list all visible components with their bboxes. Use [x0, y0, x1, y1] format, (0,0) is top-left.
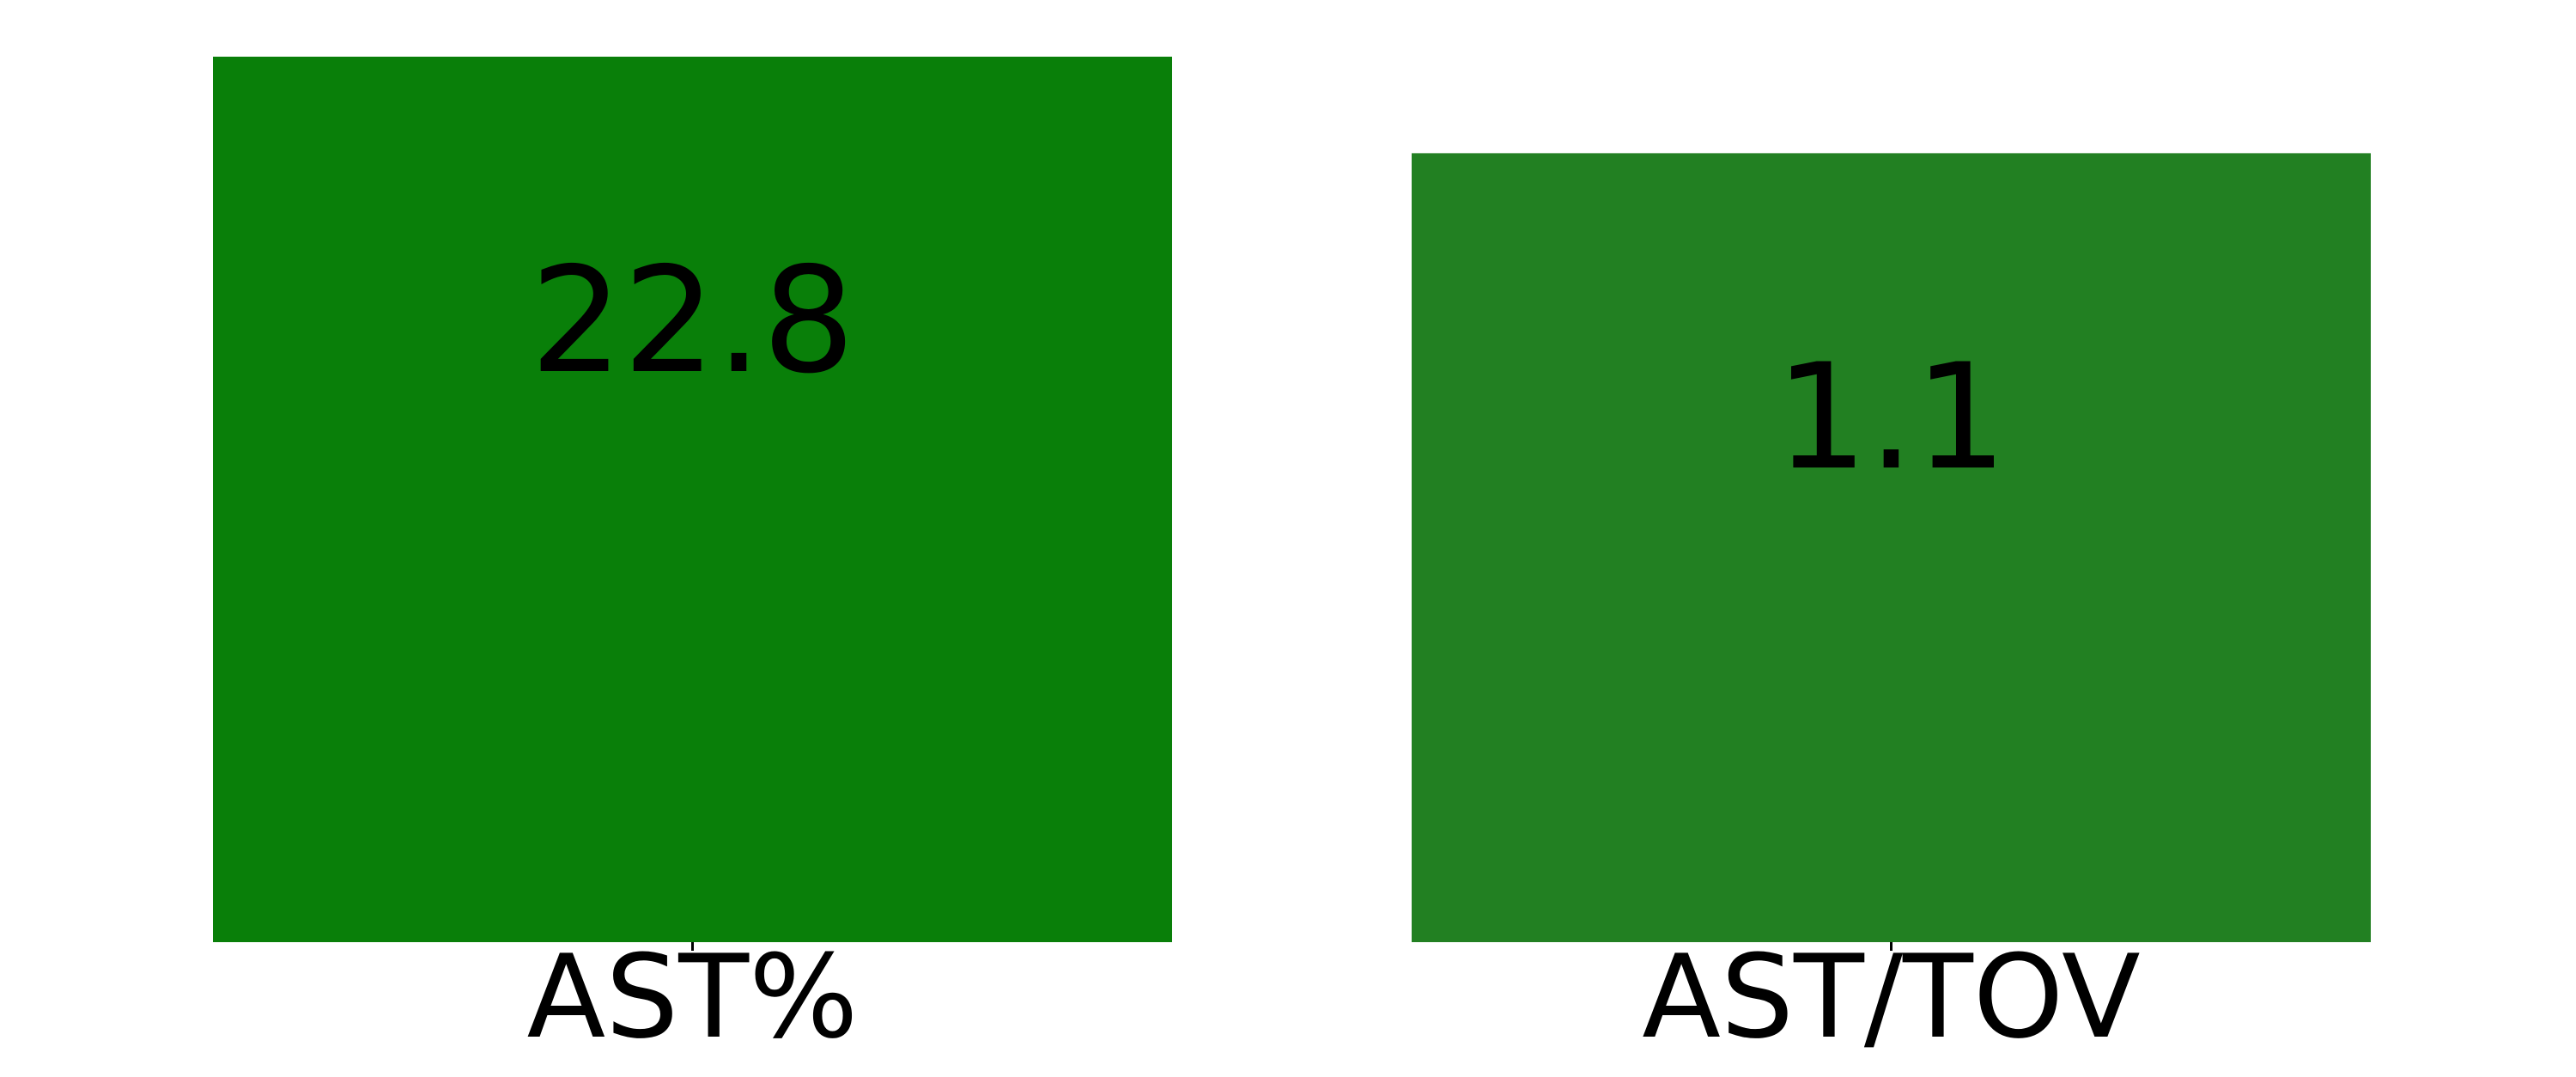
data-label-2: 1.1	[1775, 332, 2007, 502]
data-label-1: 22.8	[530, 236, 855, 406]
x-tick-label-2: AST/TOV	[1642, 930, 2140, 1064]
x-tick-label-1: AST%	[527, 930, 859, 1064]
bar-2	[1412, 153, 2371, 942]
bar-1	[213, 57, 1172, 942]
